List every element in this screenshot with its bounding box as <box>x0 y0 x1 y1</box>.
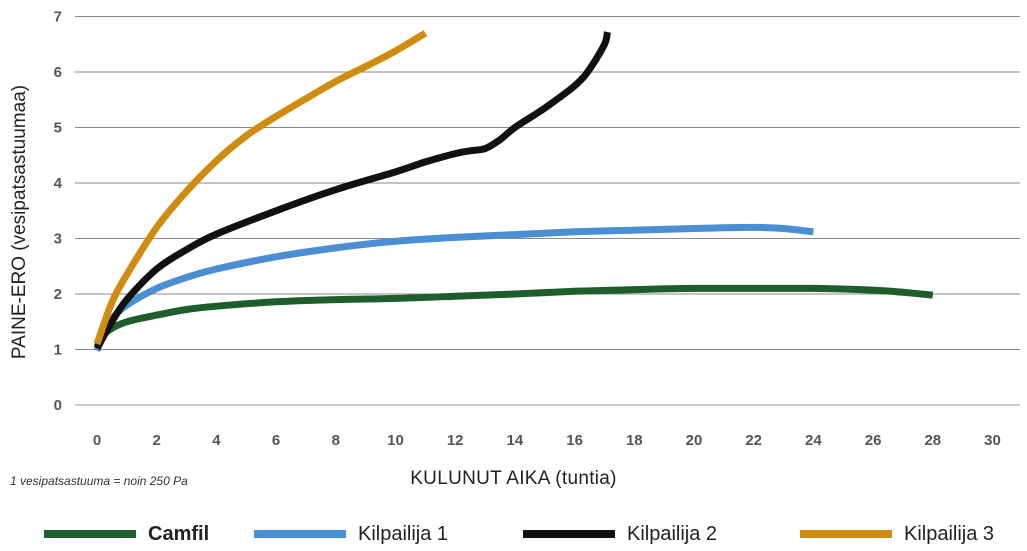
x-tick-label: 8 <box>332 432 340 449</box>
y-tick-label: 0 <box>54 397 62 414</box>
y-tick-label: 5 <box>54 120 62 137</box>
y-tick-label: 2 <box>54 286 62 303</box>
legend-label: Kilpailija 3 <box>904 522 995 545</box>
y-axis-tick-labels: 0 1 2 3 4 5 6 7 <box>54 9 63 415</box>
x-tick-label: 14 <box>507 432 524 449</box>
x-tick-label: 12 <box>447 432 464 449</box>
x-tick-label: 24 <box>805 432 822 449</box>
x-tick-label: 2 <box>153 432 161 449</box>
y-tick-label: 1 <box>54 342 62 359</box>
x-tick-label: 10 <box>387 432 404 449</box>
x-tick-label: 6 <box>272 432 280 449</box>
gridlines <box>75 16 1020 406</box>
x-tick-label: 16 <box>566 432 583 449</box>
series-line-kilpailija-2 <box>93 31 611 351</box>
legend-label: Kilpailija 1 <box>358 522 449 545</box>
y-tick-label: 7 <box>54 9 62 26</box>
x-axis-label: KULUNUT AIKA (tuntia) <box>410 468 617 489</box>
series-line-camfil <box>93 284 934 349</box>
x-tick-label: 30 <box>984 432 1001 449</box>
y-axis-label: PAINE-ERO (vesipatsastuumaa) <box>9 85 30 359</box>
x-tick-label: 0 <box>93 432 101 449</box>
x-tick-label: 22 <box>745 432 762 449</box>
legend-item-kilpailija-3: Kilpailija 3 <box>800 518 994 550</box>
series-lines <box>93 30 934 352</box>
x-tick-label: 4 <box>212 432 221 449</box>
x-axis-tick-labels: 0 2 4 6 8 10 12 14 16 18 20 22 24 26 28 30 <box>93 432 1001 449</box>
x-tick-label: 26 <box>865 432 882 449</box>
legend-swatch-kilpailija-1 <box>254 530 346 538</box>
legend-item-camfil: Camfil <box>44 518 209 550</box>
legend-swatch-kilpailija-2 <box>523 530 615 538</box>
x-tick-label: 28 <box>924 432 941 449</box>
legend-label: Camfil <box>148 522 210 545</box>
legend: Camfil Kilpailija 1 Kilpailija 2 Kilpail… <box>0 518 1027 550</box>
legend-item-kilpailija-2: Kilpailija 2 <box>523 518 717 550</box>
y-tick-label: 3 <box>54 231 62 248</box>
footnote: 1 vesipatsastuuma = noin 250 Pa <box>10 474 188 488</box>
legend-item-kilpailija-1: Kilpailija 1 <box>254 518 448 550</box>
x-tick-label: 18 <box>626 432 643 449</box>
legend-swatch-kilpailija-3 <box>800 530 892 538</box>
y-tick-label: 6 <box>54 64 62 81</box>
series-line-kilpailija-3 <box>93 30 428 346</box>
y-tick-label: 4 <box>54 175 63 192</box>
x-tick-label: 20 <box>686 432 703 449</box>
legend-swatch-camfil <box>44 530 136 538</box>
legend-label: Kilpailija 2 <box>627 522 718 545</box>
